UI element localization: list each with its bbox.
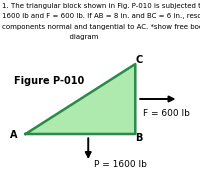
Text: 1600 lb and F = 600 lb. If AB = 8 in. and BC = 6 in., resolve each load into: 1600 lb and F = 600 lb. If AB = 8 in. an…: [2, 13, 200, 19]
Text: F = 600 lb: F = 600 lb: [143, 109, 190, 118]
Text: P = 1600 lb: P = 1600 lb: [94, 160, 147, 169]
Text: diagram: diagram: [2, 34, 98, 40]
Text: C: C: [136, 55, 143, 65]
Text: 1. The triangular block shown in Fig. P-010 is subjected to the loads P =: 1. The triangular block shown in Fig. P-…: [2, 3, 200, 9]
Text: Figure P-010: Figure P-010: [14, 76, 84, 86]
Text: B: B: [136, 133, 143, 143]
Polygon shape: [26, 64, 135, 134]
Text: components normal and tangential to AC. *show free body: components normal and tangential to AC. …: [2, 24, 200, 30]
Text: A: A: [10, 130, 18, 140]
